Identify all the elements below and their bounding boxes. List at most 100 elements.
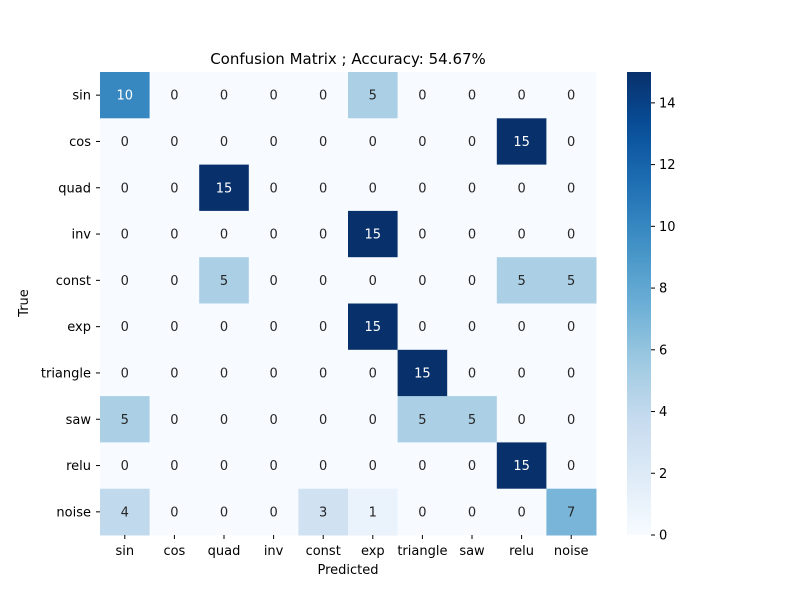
heatmap-cell (298, 349, 349, 397)
heatmap-cell (298, 210, 349, 258)
cell-value-label: 0 (269, 505, 277, 520)
cell-value-label: 0 (269, 228, 277, 243)
cell-value-label: 0 (369, 181, 377, 196)
y-tick-label: exp (67, 320, 91, 335)
heatmap-cell (546, 210, 597, 258)
heatmap-cell (397, 303, 448, 351)
heatmap-cell (348, 349, 399, 397)
cell-value-label: 0 (517, 228, 525, 243)
x-tick-label: exp (361, 544, 385, 559)
cell-value-label: 0 (418, 505, 426, 520)
y-tick-label: saw (66, 413, 92, 428)
cell-value-label: 0 (369, 459, 377, 474)
cell-value-label: 0 (567, 228, 575, 243)
heatmap-cell (298, 442, 349, 490)
x-tick-label: relu (509, 544, 534, 559)
heatmap-cell (248, 257, 299, 304)
heatmap-cells: 10 0 0 0 0 5 0 0 0 0 0 0 0 0 0 0 0 0 15 0 0 0 15 0 0 0 0 0 0 0 0 0 0 0 0 15… (100, 72, 597, 536)
cell-value-label: 0 (121, 228, 129, 243)
heatmap-cell (248, 72, 299, 119)
cell-value-label: 0 (418, 135, 426, 150)
heatmap-cell (149, 210, 200, 258)
heatmap-cell (546, 303, 597, 351)
cell-value-label: 0 (269, 181, 277, 196)
cell-value-label: 0 (468, 89, 476, 104)
cell-value-label: 15 (414, 366, 431, 381)
heatmap-cell (348, 72, 399, 119)
cell-value-label: 0 (170, 413, 178, 428)
heatmap-cell (248, 396, 299, 443)
heatmap-cell (298, 303, 349, 351)
x-tick-label: inv (264, 544, 284, 559)
cell-value-label: 0 (269, 366, 277, 381)
y-tick-label: noise (56, 505, 91, 520)
cell-value-label: 5 (418, 413, 426, 428)
heatmap-cell (496, 164, 547, 212)
cell-value-label: 0 (468, 135, 476, 150)
y-tick-label: quad (58, 181, 91, 196)
heatmap-cell (447, 442, 498, 490)
heatmap-cell (348, 118, 399, 166)
cell-value-label: 5 (567, 274, 575, 289)
heatmap-cell (397, 72, 448, 119)
colorbar-gradient (627, 72, 651, 535)
heatmap-cell (447, 349, 498, 397)
cell-value-label: 0 (220, 89, 228, 104)
cell-value-label: 5 (121, 413, 129, 428)
heatmap-cell (199, 210, 250, 258)
x-tick-label: triangle (397, 544, 447, 559)
cell-value-label: 0 (319, 366, 327, 381)
cell-value-label: 0 (319, 89, 327, 104)
heatmap-cell (149, 488, 200, 536)
cell-value-label: 0 (269, 89, 277, 104)
cell-value-label: 0 (269, 135, 277, 150)
cell-value-label: 0 (468, 505, 476, 520)
heatmap-cell (348, 257, 399, 304)
cell-value-label: 15 (513, 459, 530, 474)
cell-value-label: 0 (468, 320, 476, 335)
heatmap-cell (348, 164, 399, 212)
cell-value-label: 0 (517, 89, 525, 104)
cell-value-label: 0 (369, 274, 377, 289)
cell-value-label: 0 (418, 89, 426, 104)
cell-value-label: 0 (319, 413, 327, 428)
cell-value-label: 5 (468, 413, 476, 428)
heatmap-cell (100, 442, 151, 490)
cell-value-label: 10 (117, 89, 134, 104)
cell-value-label: 0 (121, 135, 129, 150)
heatmap-cell (397, 210, 448, 258)
heatmap-cell (348, 442, 399, 490)
heatmap-cell (546, 442, 597, 490)
cell-value-label: 0 (369, 135, 377, 150)
x-tick-label: const (306, 544, 341, 559)
heatmap-cell (199, 488, 250, 536)
cell-value-label: 0 (369, 366, 377, 381)
cell-value-label: 15 (513, 135, 530, 150)
cell-value-label: 0 (220, 413, 228, 428)
colorbar-tick-label: 14 (659, 96, 676, 111)
heatmap-cell (447, 396, 498, 443)
cell-value-label: 0 (170, 89, 178, 104)
heatmap-cell (100, 210, 151, 258)
heatmap-cell (546, 72, 597, 119)
heatmap-cell (149, 257, 200, 304)
cell-value-label: 0 (269, 274, 277, 289)
heatmap-cell (496, 303, 547, 351)
cell-value-label: 0 (418, 274, 426, 289)
heatmap-cell (100, 118, 151, 166)
heatmap-cell (298, 488, 349, 536)
heatmap-cell (447, 164, 498, 212)
cell-value-label: 0 (418, 181, 426, 196)
heatmap-cell (546, 118, 597, 166)
cell-value-label: 0 (567, 459, 575, 474)
heatmap-cell (100, 349, 151, 397)
heatmap-cell (447, 118, 498, 166)
heatmap-cell (100, 257, 151, 304)
heatmap-cell (447, 257, 498, 304)
cell-value-label: 0 (220, 505, 228, 520)
x-tick-label: saw (459, 544, 485, 559)
y-tick-label: const (56, 274, 91, 289)
heatmap-cell (248, 164, 299, 212)
cell-value-label: 15 (365, 320, 382, 335)
x-tick-label: quad (208, 544, 241, 559)
